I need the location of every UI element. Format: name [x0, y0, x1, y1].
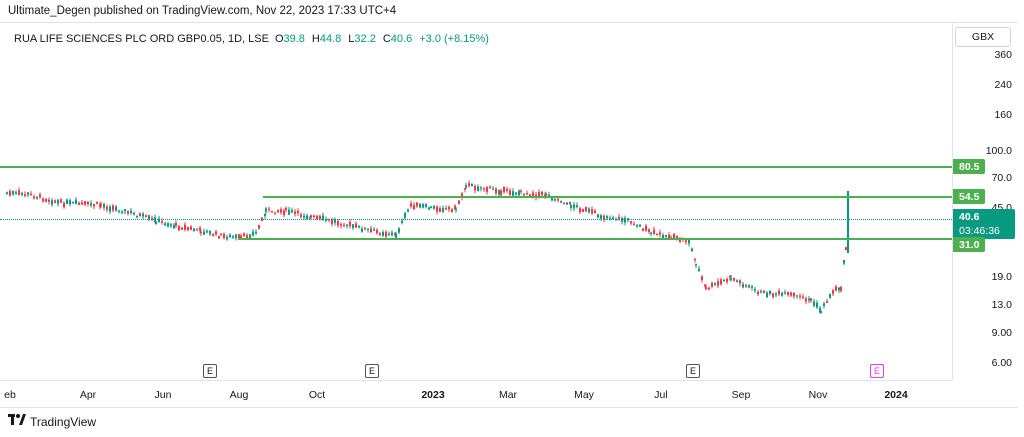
earnings-marker[interactable]: E [203, 364, 217, 378]
chart-frame [0, 22, 1018, 408]
time-tick: Apr [79, 389, 97, 401]
time-tick: Jul [654, 389, 668, 401]
price-axis[interactable] [952, 23, 1018, 380]
close-value: C40.6 [382, 33, 413, 45]
level-tag: 31.0 [953, 237, 986, 252]
price-tick: 6.00 [991, 357, 1012, 369]
price-tick: 70.0 [991, 172, 1012, 184]
level-tag: 80.5 [953, 159, 986, 174]
price-tick: 360 [994, 49, 1012, 61]
current-price-line [0, 219, 952, 220]
brand-name[interactable]: TradingView [30, 414, 97, 429]
time-tick: May [574, 389, 594, 401]
plot-area[interactable] [0, 23, 952, 380]
high-value: H44.8 [311, 33, 342, 45]
symbol-title[interactable]: RUA LIFE SCIENCES PLC ORD GBP0.05, 1D, L… [14, 33, 269, 45]
price-tick: 240 [994, 79, 1012, 91]
level-tag: 54.5 [953, 189, 986, 204]
range-top-line[interactable] [263, 196, 952, 198]
time-tick: Mar [498, 389, 518, 401]
time-axis[interactable] [0, 380, 952, 407]
footer: TradingView [8, 414, 96, 429]
current-price-label: 40.6 [959, 211, 980, 223]
open-value: O39.8 [274, 33, 305, 45]
publish-info: Ultimate_Degen published on TradingView.… [8, 5, 397, 17]
price-tick: 160 [994, 109, 1012, 121]
earnings-marker[interactable]: E [365, 364, 379, 378]
time-tick: Aug [229, 389, 249, 401]
symbol-legend: RUA LIFE SCIENCES PLC ORD GBP0.05, 1D, L… [14, 33, 492, 45]
price-tick: 19.0 [991, 271, 1012, 283]
resistance-line[interactable] [0, 166, 952, 168]
time-tick: 2024 [884, 389, 908, 401]
time-tick: Nov [808, 389, 828, 401]
time-tick: Oct [308, 389, 326, 401]
price-tick: 9.00 [991, 327, 1012, 339]
price-tick: 13.0 [991, 299, 1012, 311]
earnings-marker[interactable]: E [686, 364, 700, 378]
time-tick: Sep [731, 389, 751, 401]
change-value: +3.0 (+8.15%) [419, 33, 489, 45]
tradingview-logo-icon[interactable] [8, 414, 26, 429]
price-chart [6, 180, 849, 314]
range-bottom-line[interactable] [238, 238, 952, 240]
currency-button[interactable]: GBX [955, 27, 1011, 47]
current-price-tag: 40.6 03:46:36 [953, 209, 1015, 239]
price-tick: 100.0 [985, 145, 1012, 157]
bar-countdown: 03:46:36 [959, 225, 1000, 237]
time-tick: 2023 [421, 389, 445, 401]
time-tick: Jun [154, 389, 172, 401]
future-earnings-marker[interactable]: E [870, 364, 884, 378]
time-tick: eb [4, 389, 16, 401]
low-value: L32.2 [348, 33, 376, 45]
